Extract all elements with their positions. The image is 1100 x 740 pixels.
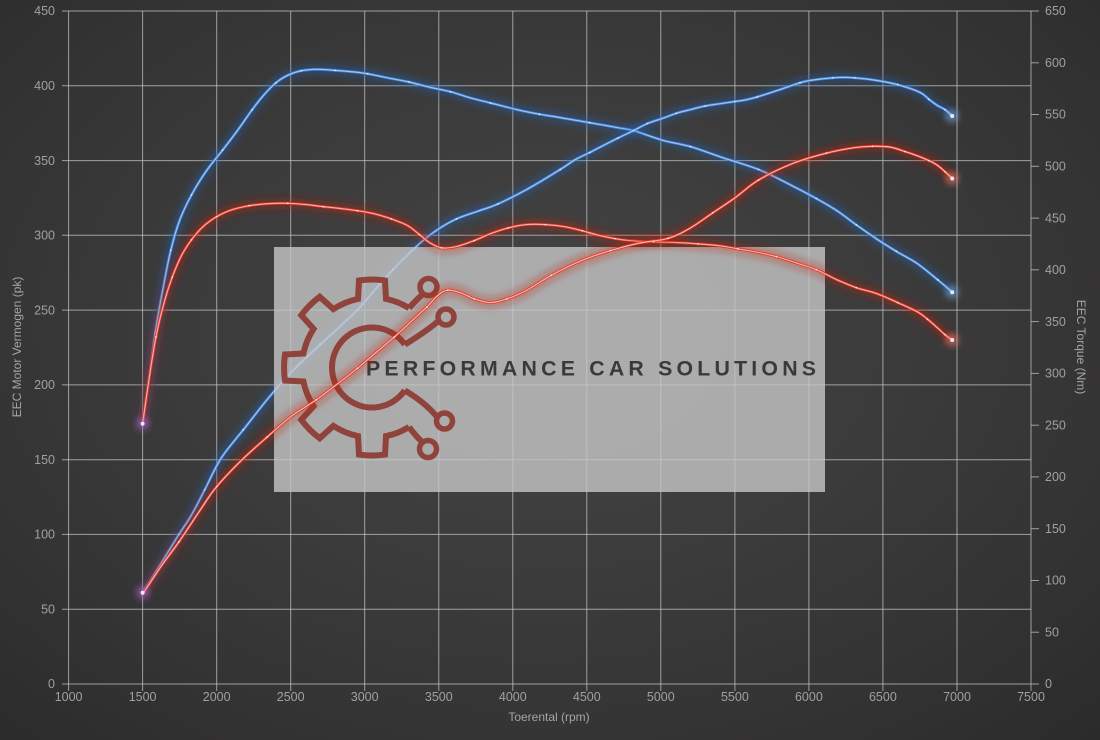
svg-text:50: 50: [41, 602, 55, 616]
svg-text:300: 300: [1045, 367, 1066, 381]
svg-text:5000: 5000: [647, 690, 675, 704]
svg-text:5500: 5500: [721, 690, 749, 704]
svg-text:250: 250: [1045, 418, 1066, 432]
svg-text:350: 350: [1045, 315, 1066, 329]
svg-text:EEC Motor Vermogen (pk): EEC Motor Vermogen (pk): [10, 277, 24, 418]
svg-text:200: 200: [34, 378, 55, 392]
svg-text:7500: 7500: [1017, 690, 1045, 704]
svg-text:3000: 3000: [351, 690, 379, 704]
svg-text:EEC Torque (Nm): EEC Torque (Nm): [1074, 300, 1088, 394]
svg-text:650: 650: [1045, 4, 1066, 18]
svg-text:6000: 6000: [795, 690, 823, 704]
svg-text:1500: 1500: [129, 690, 157, 704]
svg-text:450: 450: [1045, 211, 1066, 225]
svg-text:500: 500: [1045, 160, 1066, 174]
svg-text:0: 0: [48, 677, 55, 691]
svg-text:550: 550: [1045, 108, 1066, 122]
svg-text:400: 400: [34, 79, 55, 93]
svg-text:100: 100: [1045, 574, 1066, 588]
svg-text:100: 100: [34, 528, 55, 542]
svg-text:4000: 4000: [499, 690, 527, 704]
svg-text:1000: 1000: [55, 690, 83, 704]
svg-text:7000: 7000: [943, 690, 971, 704]
svg-text:50: 50: [1045, 625, 1059, 639]
svg-text:300: 300: [34, 229, 55, 243]
svg-text:0: 0: [1045, 677, 1052, 691]
svg-text:4500: 4500: [573, 690, 601, 704]
svg-text:150: 150: [34, 453, 55, 467]
svg-text:3500: 3500: [425, 690, 453, 704]
svg-text:250: 250: [34, 303, 55, 317]
svg-text:350: 350: [34, 154, 55, 168]
svg-text:400: 400: [1045, 263, 1066, 277]
svg-text:200: 200: [1045, 470, 1066, 484]
svg-text:2000: 2000: [203, 690, 231, 704]
svg-text:Toerental (rpm): Toerental (rpm): [508, 710, 589, 724]
svg-text:6500: 6500: [869, 690, 897, 704]
svg-text:2500: 2500: [277, 690, 305, 704]
svg-text:600: 600: [1045, 56, 1066, 70]
svg-text:150: 150: [1045, 522, 1066, 536]
svg-text:PERFORMANCE CAR SOLUTIONS: PERFORMANCE CAR SOLUTIONS: [366, 357, 816, 381]
svg-text:450: 450: [34, 4, 55, 18]
